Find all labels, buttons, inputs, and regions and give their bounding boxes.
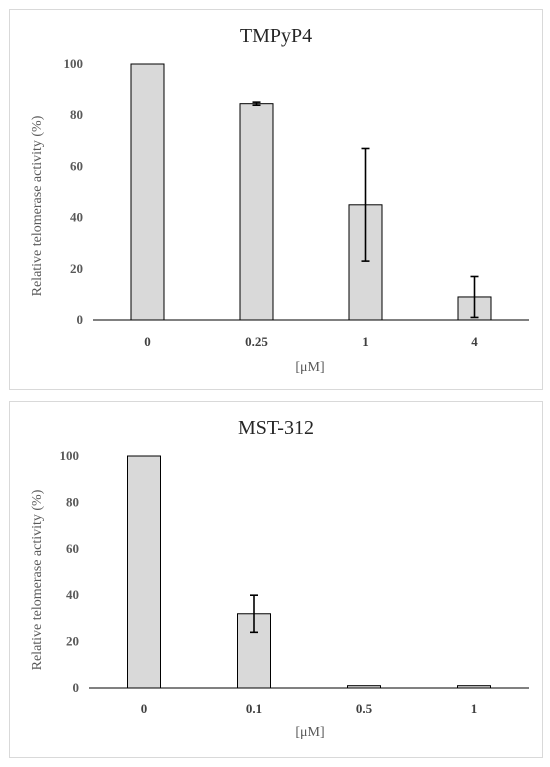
chart-mst312: MST-312 Relative telomerase activity (%)… (30, 417, 529, 740)
y-tick-label: 60 (66, 541, 79, 556)
chart-panel-mst312: MST-312 Relative telomerase activity (%)… (9, 401, 543, 758)
chart-tmpyp4: TMPyP4 Relative telomerase activity (%) … (30, 25, 529, 375)
y-tick-label: 100 (64, 56, 84, 71)
chart-marks: 0 20 40 60 80 100 0 0.1 0.5 1 (60, 448, 529, 716)
chart-marks: 0 20 40 60 80 100 0 0.25 1 4 (64, 56, 529, 349)
chart-title: TMPyP4 (240, 25, 312, 47)
x-tick-label: 4 (471, 334, 478, 349)
y-axis-title: Relative telomerase activity (%) (30, 115, 45, 296)
y-tick-label: 20 (70, 261, 83, 276)
x-tick-label: 0.5 (356, 701, 373, 716)
y-tick-label: 60 (70, 158, 83, 173)
x-tick-label: 0 (144, 334, 151, 349)
y-tick-label: 80 (70, 107, 83, 122)
y-tick-label: 80 (66, 494, 79, 509)
chart-panel-tmpyp4: TMPyP4 Relative telomerase activity (%) … (9, 9, 543, 390)
bar-0 (130, 63, 165, 321)
x-tick-label: 0 (141, 701, 148, 716)
bar-0.25 (239, 103, 274, 321)
chart-title: MST-312 (238, 417, 314, 439)
x-tick-label: 1 (471, 701, 478, 716)
y-tick-label: 40 (70, 210, 83, 225)
y-axis-title: Relative telomerase activity (%) (30, 489, 45, 670)
y-tick-label: 0 (73, 680, 80, 695)
y-tick-label: 40 (66, 587, 79, 602)
x-axis-title: [μM] (295, 360, 324, 375)
x-tick-label: 0.1 (246, 701, 262, 716)
y-tick-label: 0 (77, 312, 84, 327)
y-tick-label: 20 (66, 634, 79, 649)
x-axis-title: [μM] (295, 725, 324, 740)
y-tick-label: 100 (60, 448, 80, 463)
x-tick-label: 0.25 (245, 334, 268, 349)
bar-0 (127, 455, 161, 689)
x-tick-label: 1 (362, 334, 369, 349)
